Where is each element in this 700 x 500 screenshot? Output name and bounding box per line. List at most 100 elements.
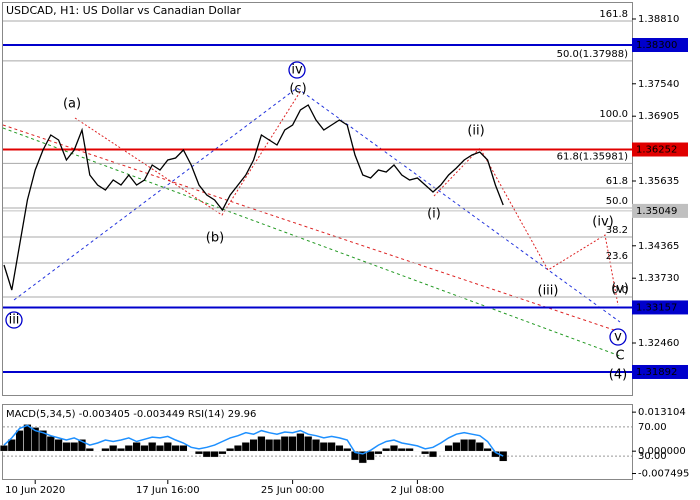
wave-label: (v): [611, 282, 629, 297]
macd-bar: [483, 447, 492, 452]
macd-bar: [0, 444, 9, 452]
wave-label: (a): [63, 97, 81, 112]
macd-bar: [335, 444, 344, 452]
macd-bar: [288, 436, 297, 452]
fib-label: 61.8: [606, 176, 628, 187]
macd-bar: [366, 450, 375, 461]
macd-bar: [116, 447, 126, 452]
macd-bar: [241, 441, 250, 452]
macd-bar: [194, 450, 204, 455]
macd-bar: [413, 450, 422, 452]
macd-bar: [155, 444, 165, 452]
y-tick-label: 1.33730: [638, 273, 679, 284]
fib-label: 161.8: [599, 9, 628, 20]
price-tag: [632, 142, 688, 157]
x-tick-label: 2 Jul 08:00: [391, 485, 445, 496]
macd-bar: [499, 450, 508, 462]
macd-bar: [226, 447, 235, 452]
wave-label: (iii): [538, 284, 559, 299]
y-tick-label: 1.35635: [638, 176, 679, 187]
wave-circle: [609, 328, 627, 346]
x-tick-label: 25 Jun 00:00: [261, 485, 325, 496]
y-tick-label: 1.34365: [638, 241, 679, 252]
macd-bar: [15, 430, 24, 452]
macd-bar: [265, 439, 274, 452]
wave-label: (b): [206, 231, 224, 246]
macd-bar: [77, 439, 87, 452]
chart-title: USDCAD, H1: US Dollar vs Canadian Dollar: [6, 4, 241, 17]
macd-bar: [179, 444, 188, 452]
macd-bar: [327, 441, 336, 452]
x-tick-label: 10 Jun 2020: [5, 485, 65, 496]
macd-bar: [452, 441, 461, 452]
macd-bar: [304, 436, 313, 452]
macd-bar: [397, 447, 406, 452]
price-tag-label: 1.38300: [636, 40, 677, 51]
macd-bar: [280, 436, 289, 452]
macd-bar: [54, 439, 63, 452]
macd-bar: [311, 439, 321, 452]
y2-tick-label: 30.00: [638, 451, 667, 462]
wave-line: [74, 91, 301, 216]
price-tag-label: 1.35049: [636, 206, 677, 217]
fib-label: 50.0: [606, 196, 628, 207]
wave-label: (i): [427, 207, 441, 222]
wave-label: iv: [291, 63, 303, 78]
wave-line: [433, 147, 619, 306]
wave-label: (4): [609, 368, 627, 383]
x-tick-label: 17 Jun 16:00: [136, 485, 200, 496]
wave-label: (iv): [592, 215, 613, 230]
macd-bar: [233, 444, 243, 452]
channel-line: [2, 127, 621, 357]
fib-label: 100.0: [599, 109, 628, 120]
price-tag-label: 1.33157: [636, 302, 677, 313]
fib-label: 0.0: [612, 285, 628, 296]
macd-bar: [85, 447, 94, 452]
macd-bar: [475, 441, 484, 452]
wave-label: v: [614, 330, 622, 345]
macd-bar: [148, 441, 157, 452]
wave-circle: [288, 61, 306, 79]
price-tag-label: 1.36252: [636, 145, 677, 156]
macd-bar: [187, 450, 196, 452]
price-tag: [632, 364, 688, 379]
price-frame: [2, 2, 633, 396]
y-tick-label: 1.32460: [638, 338, 679, 349]
macd-bar: [163, 441, 172, 452]
y-tick-label: 0.000000: [638, 446, 686, 457]
indicator-title: MACD(5,34,5) -0.003405 -0.003449 RSI(14)…: [6, 409, 256, 420]
wave-label: iii: [9, 313, 20, 328]
macd-bar: [23, 424, 32, 452]
macd-bar: [428, 450, 438, 458]
macd-bar: [257, 436, 266, 452]
macd-bar: [218, 450, 227, 455]
price-tag: [632, 300, 688, 315]
macd-bar: [93, 450, 102, 452]
macd-bar: [132, 441, 141, 452]
macd-bar: [46, 436, 55, 452]
macd-bar: [343, 447, 352, 452]
macd-bar: [140, 444, 149, 452]
wave-label: C: [615, 349, 624, 364]
macd-bar: [389, 444, 399, 452]
macd-bar: [319, 441, 328, 452]
macd-bar: [436, 450, 445, 452]
macd-bar: [62, 441, 71, 452]
macd-bar: [374, 450, 383, 455]
y-tick-label: 0.013104: [638, 407, 686, 418]
macd-bar: [405, 447, 414, 452]
indicator-frame: [2, 404, 633, 480]
macd-bar: [124, 444, 133, 452]
price-tag: [632, 203, 688, 218]
wave-label: (c): [289, 82, 306, 97]
fib-label: 50.0(1.37988): [557, 49, 629, 60]
macd-bar: [444, 444, 453, 452]
macd-bar: [249, 439, 258, 452]
y-tick-label: 1.38810: [638, 14, 679, 25]
macd-bar: [460, 439, 469, 452]
macd-bar: [70, 441, 79, 452]
y2-tick-label: 70.00: [638, 422, 667, 433]
macd-bar: [467, 439, 477, 452]
